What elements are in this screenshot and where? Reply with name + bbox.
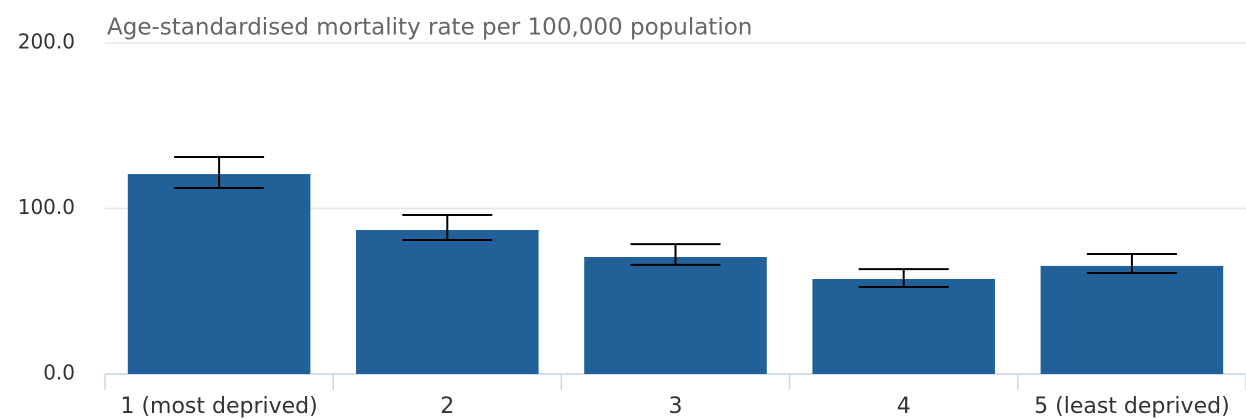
y-tick-label: 0.0 <box>43 361 75 385</box>
x-tick-label: 3 <box>669 394 683 419</box>
bar <box>356 230 539 374</box>
bar <box>812 279 995 374</box>
error-bar <box>1086 253 1177 275</box>
bar <box>1040 265 1224 374</box>
error-bar <box>630 243 721 266</box>
y-tick-label: 200.0 <box>18 30 75 54</box>
bar <box>127 174 311 374</box>
x-tick-label: 4 <box>897 394 911 419</box>
y-tick-label: 100.0 <box>18 195 75 219</box>
error-bar <box>402 213 493 241</box>
chart-title: Age-standardised mortality rate per 100,… <box>107 15 752 41</box>
x-tick-label: 2 <box>440 394 454 419</box>
error-bar <box>858 268 949 288</box>
x-tick-label: 5 (least deprived) <box>1034 394 1230 419</box>
bar <box>584 256 767 374</box>
x-tick-label: 1 (most deprived) <box>120 394 317 419</box>
error-bar <box>174 156 265 189</box>
